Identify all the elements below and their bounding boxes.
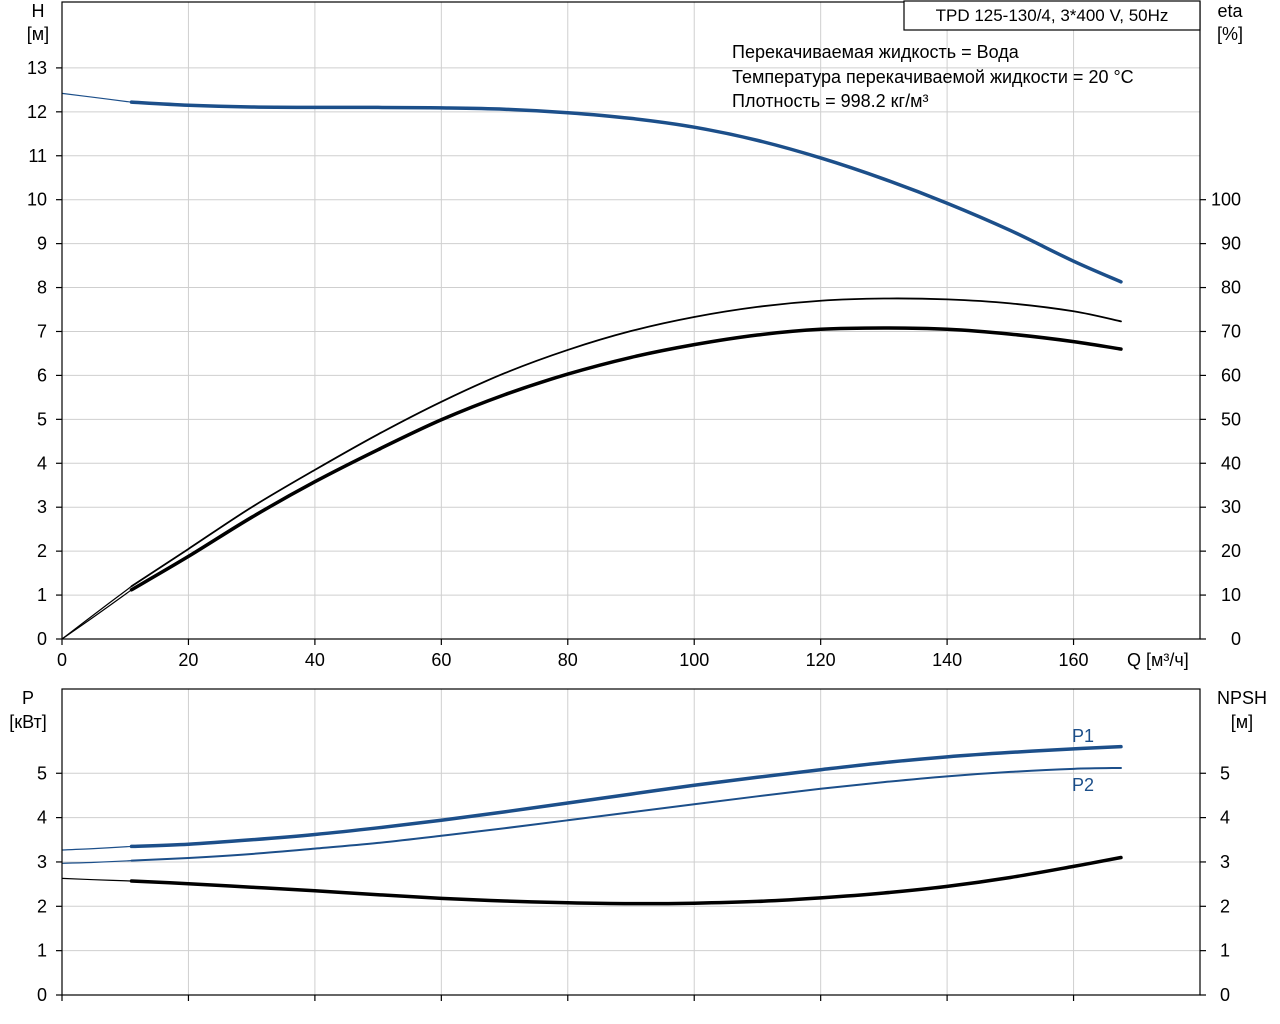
x-tick-label-80: 80: [558, 650, 578, 670]
series-label-p2: P2: [1072, 775, 1094, 795]
npsh-axis-title-unit: [м]: [1231, 712, 1253, 732]
h-tick-label-4: 4: [37, 453, 47, 473]
tick-labels: 0 20 40 60 80 100 120 140 1600123456789101112130…: [27, 58, 1241, 1005]
h-tick-label-7: 7: [37, 321, 47, 341]
x-tick-label-0: 0: [57, 650, 67, 670]
npsh-curve-extension: [61, 877, 132, 882]
x-tick-label-160: 160: [1059, 650, 1089, 670]
top-chart-series: [61, 92, 1123, 640]
p2-curve: [130, 766, 1122, 862]
eta-tick-label-0: 0: [1231, 629, 1241, 649]
h-tick-label-1: 1: [37, 585, 47, 605]
npsh-tick-label-1: 1: [1220, 941, 1230, 961]
head-curve: [129, 100, 1123, 284]
h-tick-label-8: 8: [37, 278, 47, 298]
eta-tick-label-10: 10: [1221, 585, 1241, 605]
eta-tick-label-90: 90: [1221, 234, 1241, 254]
title-box: [903, 0, 1201, 31]
eta-tick-label-50: 50: [1221, 409, 1241, 429]
info-line-fluid: Перекачиваемая жидкость = Вода: [732, 42, 1020, 62]
top-chart-frame: [61, 1, 1201, 640]
eta-tick-label-60: 60: [1221, 365, 1241, 385]
chart-frames: [61, 1, 1201, 996]
p-tick-label-2: 2: [37, 896, 47, 916]
power-axis-title-unit: [кВт]: [9, 712, 47, 732]
eta-tick-label-100: 100: [1211, 190, 1241, 210]
npsh-tick-label-2: 2: [1220, 896, 1230, 916]
y-axis-left-title-head: H: [32, 1, 45, 21]
x-tick-label-140: 140: [932, 650, 962, 670]
bottom-chart-series: [61, 744, 1123, 906]
h-tick-label-12: 12: [27, 102, 47, 122]
h-tick-label-6: 6: [37, 365, 47, 385]
x-tick-label-120: 120: [806, 650, 836, 670]
p1-curve-extension: [61, 845, 132, 851]
series-label-p1: P1: [1072, 726, 1094, 746]
eta-tick-label-30: 30: [1221, 497, 1241, 517]
head-curve-extension: [61, 92, 132, 103]
p-tick-label-5: 5: [37, 763, 47, 783]
chart-title: TPD 125-130/4, 3*400 V, 50Hz: [936, 6, 1169, 25]
power-axis-title-head: P: [22, 688, 34, 708]
bottom-chart-frame: [61, 688, 1201, 996]
h-tick-label-3: 3: [37, 497, 47, 517]
h-tick-label-0: 0: [37, 629, 47, 649]
x-axis-title: Q [м³/ч]: [1127, 650, 1189, 670]
y-axis-right-title-head: eta: [1217, 1, 1243, 21]
h-tick-label-2: 2: [37, 541, 47, 561]
chart-ticks: [56, 67, 1206, 1001]
x-tick-label-40: 40: [305, 650, 325, 670]
h-tick-label-5: 5: [37, 409, 47, 429]
x-tick-label-20: 20: [178, 650, 198, 670]
info-line-temperature: Температура перекачиваемой жидкости = 20…: [732, 67, 1134, 87]
p1-curve: [129, 744, 1123, 849]
y-axis-left-title-unit: [м]: [27, 24, 49, 44]
info-line-density: Плотность = 998.2 кг/м³: [732, 91, 928, 111]
eta-tick-label-80: 80: [1221, 278, 1241, 298]
efficiency-curve-thick-extension: [61, 589, 132, 640]
h-tick-label-13: 13: [27, 58, 47, 78]
npsh-tick-label-0: 0: [1220, 985, 1230, 1005]
h-tick-label-9: 9: [37, 234, 47, 254]
p-tick-label-1: 1: [37, 941, 47, 961]
p-tick-label-4: 4: [37, 808, 47, 828]
h-tick-label-10: 10: [27, 190, 47, 210]
x-tick-label-100: 100: [679, 650, 709, 670]
y-axis-right-title-unit: [%]: [1217, 24, 1243, 44]
x-tick-label-60: 60: [431, 650, 451, 670]
p-tick-label-3: 3: [37, 852, 47, 872]
eta-tick-label-40: 40: [1221, 453, 1241, 473]
top-chart-grid: [62, 2, 1201, 639]
npsh-axis-title-head: NPSH: [1217, 688, 1267, 708]
npsh-tick-label-3: 3: [1220, 852, 1230, 872]
npsh-tick-label-4: 4: [1220, 808, 1230, 828]
eta-tick-label-20: 20: [1221, 541, 1241, 561]
p2-curve-extension: [61, 860, 132, 864]
efficiency-curve-thick: [129, 326, 1123, 592]
eta-tick-label-70: 70: [1221, 321, 1241, 341]
h-tick-label-11: 11: [28, 146, 47, 166]
efficiency-curve-thin: [130, 297, 1122, 588]
npsh-tick-label-5: 5: [1220, 763, 1230, 783]
npsh-curve: [129, 855, 1123, 906]
p-tick-label-0: 0: [37, 985, 47, 1005]
